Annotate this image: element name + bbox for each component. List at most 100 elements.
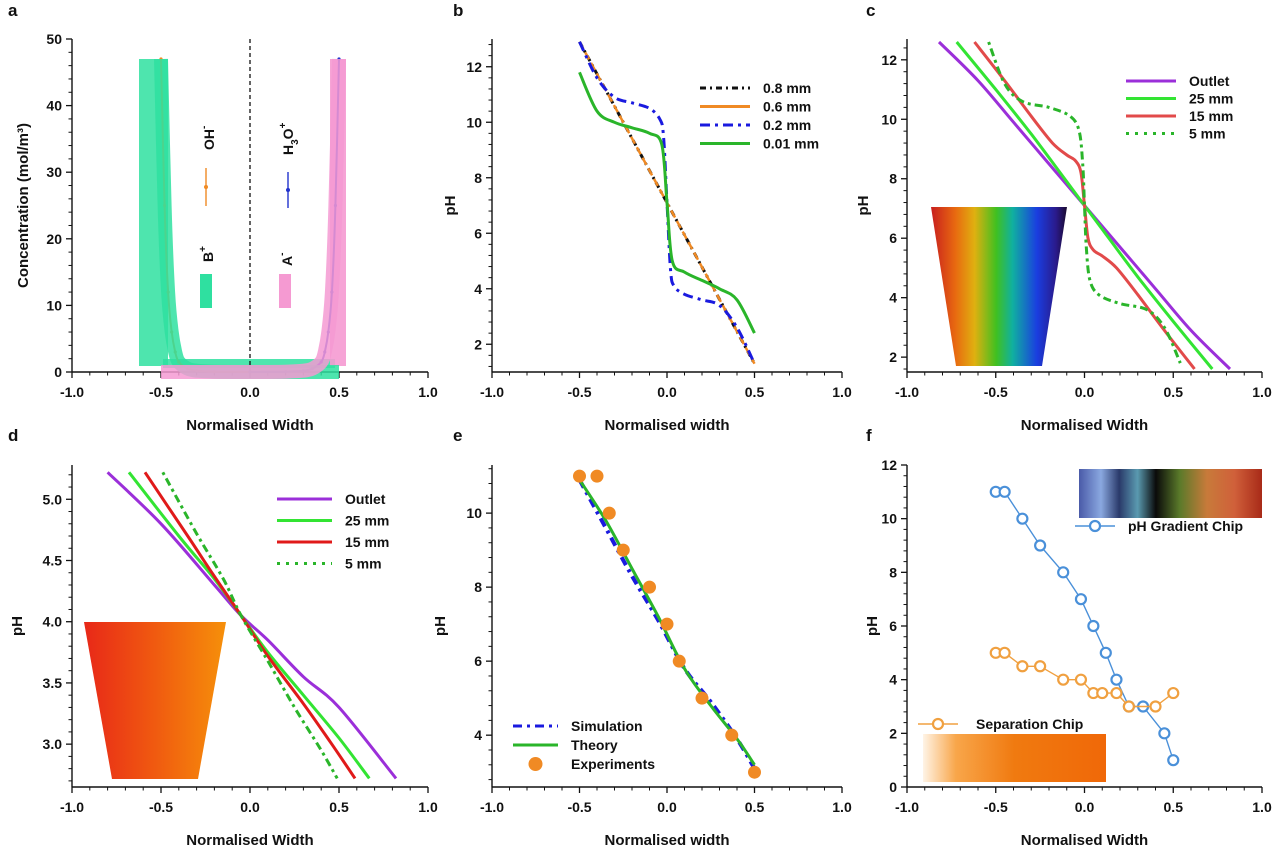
y-tick-label-e: 10 [466, 505, 482, 521]
legend-label-d-15-mm: 15 mm [345, 534, 389, 550]
x-tick-label-b: -0.5 [567, 384, 591, 400]
chip-image-orange [84, 622, 226, 779]
b-plus-base [163, 359, 335, 368]
x-tick-label-a: 0.5 [329, 384, 349, 400]
y-tick-label-f: 8 [889, 564, 897, 580]
legend-a: OH- H3O+ B+ A- [198, 122, 301, 308]
legend-a-oh: OH- [199, 126, 217, 150]
y-tick-label-b: 2 [474, 336, 482, 352]
panel-a: a -1.0 -0.5 0.0 0.5 1.0 0 10 20 30 40 50 Normalised… [8, 1, 438, 434]
y-tick-label-e: 8 [474, 579, 482, 595]
x-tick-label-e: -0.5 [567, 799, 591, 815]
point-f-ph-gradient-chip [1016, 512, 1029, 525]
y-tick-label-f: 10 [881, 511, 897, 527]
x-tick-label-d: 1.0 [418, 799, 438, 815]
y-tick-label-c: 8 [889, 171, 897, 187]
chip-image-ph-gradient [1079, 469, 1262, 518]
x-tick-label-d: -0.5 [149, 799, 173, 815]
point-e-experiments [643, 580, 656, 594]
legend-marker-f-separation [931, 717, 945, 731]
point-f-ph-gradient-chip [998, 485, 1011, 498]
point-e-experiments [616, 543, 630, 557]
point-f-separation-chip [998, 646, 1011, 659]
y-tick-label-f: 0 [889, 779, 897, 795]
point-e-experiments [725, 728, 739, 742]
legend-a-h3o: H3O+ [278, 122, 301, 155]
point-f-ph-gradient-chip [1167, 754, 1180, 767]
x-tick-label-e: -1.0 [480, 799, 504, 815]
y-tick-label-b: 12 [466, 59, 482, 75]
legend-label-b-0-8-mm: 0.8 mm [763, 80, 811, 96]
x-tick-label-a: -1.0 [60, 384, 84, 400]
y-tick-label-a: 40 [46, 98, 62, 114]
legend-label-b-0-01-mm: 0.01 mm [763, 136, 819, 152]
x-tick-label-d: -1.0 [60, 799, 84, 815]
plot-area-a: -1.0 -0.5 0.0 0.5 1.0 0 10 20 30 40 50 Normalised W… [15, 31, 438, 434]
panel-b: b -1.0 -0.5 0.0 0.5 1.0 2 4 6 8 10 12 Normalised wi… [442, 1, 852, 434]
legend-label-d-outlet: Outlet [345, 491, 386, 507]
point-e-experiments [695, 691, 709, 705]
point-e-experiments [672, 654, 686, 668]
x-axis-label-a: Normalised Width [186, 417, 313, 434]
y-tick-label-c: 6 [889, 230, 897, 246]
legend-label-f-ph-gradient: pH Gradient Chip [1128, 518, 1243, 534]
y-tick-label-c: 4 [889, 290, 897, 306]
legend-label-b-0-2-mm: 0.2 mm [763, 117, 811, 133]
y-tick-label-d: 4.5 [43, 552, 63, 568]
x-tick-label-d: 0.5 [329, 799, 349, 815]
legend-a-b: B+ [198, 246, 216, 262]
panel-letter-d: d [8, 426, 18, 445]
legend-label-c-5-mm: 5 mm [1189, 126, 1226, 142]
y-tick-label-e: 4 [474, 727, 482, 743]
x-axis-label-c: Normalised Width [1021, 417, 1148, 434]
panel-letter-f: f [866, 426, 872, 445]
point-f-ph-gradient-chip [1099, 646, 1112, 659]
series-line-c-15-mm [973, 41, 1196, 370]
legend-label-e-theory: Theory [571, 737, 618, 753]
legend-label-c-15-mm: 15 mm [1189, 108, 1233, 124]
panel-f: f -1.0 -0.5 0.0 0.5 1.0 0 2 4 6 8 10 12 Normalised W… [864, 426, 1272, 849]
y-axis-label-d: pH [9, 616, 26, 636]
x-tick-label-c: -1.0 [895, 384, 919, 400]
legend-label-e-experiments: Experiments [571, 756, 655, 772]
point-f-ph-gradient-chip [1034, 539, 1047, 552]
legend-label-c-25-mm: 25 mm [1189, 91, 1233, 107]
legend-label-f-separation: Separation Chip [976, 716, 1083, 732]
x-tick-label-c: -0.5 [984, 384, 1008, 400]
y-tick-label-c: 10 [881, 111, 897, 127]
plot-area-f: -1.0 -0.5 0.0 0.5 1.0 0 2 4 6 8 10 12 Normalised Wid… [864, 457, 1272, 849]
y-tick-label-c: 12 [881, 52, 897, 68]
point-f-separation-chip [1016, 660, 1029, 673]
series-line-a-a- [160, 58, 346, 380]
legend-label-c-outlet: Outlet [1189, 73, 1230, 89]
y-tick-label-a: 0 [54, 364, 62, 380]
legend-a-a-swatch [279, 274, 291, 308]
legend-marker-f-ph-gradient [1088, 519, 1102, 533]
y-axis-label-b: pH [442, 196, 459, 216]
x-tick-label-e: 0.5 [745, 799, 765, 815]
y-axis-label-e: pH [432, 616, 449, 636]
series-line-b-0-01-mm [578, 71, 756, 334]
chip-image-separation [923, 734, 1106, 782]
y-tick-label-f: 6 [889, 618, 897, 634]
panel-letter-e: e [453, 426, 462, 445]
series-line-b-0-2-mm [578, 41, 756, 365]
panel-d: d -1.0 -0.5 0.0 0.5 1.0 3.0 3.5 4.0 4.5 5.0 Normal… [8, 426, 438, 849]
y-tick-label-d: 5.0 [43, 491, 63, 507]
y-tick-label-e: 6 [474, 653, 482, 669]
x-tick-label-f: -0.5 [984, 799, 1008, 815]
point-f-ph-gradient-chip [1057, 566, 1070, 579]
x-tick-label-d: 0.0 [240, 799, 260, 815]
x-axis-label-f: Normalised Width [1021, 832, 1148, 849]
y-axis-label-a: Concentration (mol/m³) [15, 123, 32, 288]
y-axis-label-c: pH [855, 196, 872, 216]
y-tick-label-c: 2 [889, 349, 897, 365]
panel-e: e -1.0 -0.5 0.0 0.5 1.0 4 6 8 10 Normalised width… [432, 426, 852, 849]
x-tick-label-f: -1.0 [895, 799, 919, 815]
point-e-experiments [590, 469, 604, 483]
y-tick-label-b: 10 [466, 114, 482, 130]
point-f-separation-chip [1110, 686, 1123, 700]
x-tick-label-b: 0.5 [745, 384, 765, 400]
plot-area-d: -1.0 -0.5 0.0 0.5 1.0 3.0 3.5 4.0 4.5 5.0 Normalis… [9, 465, 438, 849]
x-tick-label-e: 1.0 [832, 799, 852, 815]
